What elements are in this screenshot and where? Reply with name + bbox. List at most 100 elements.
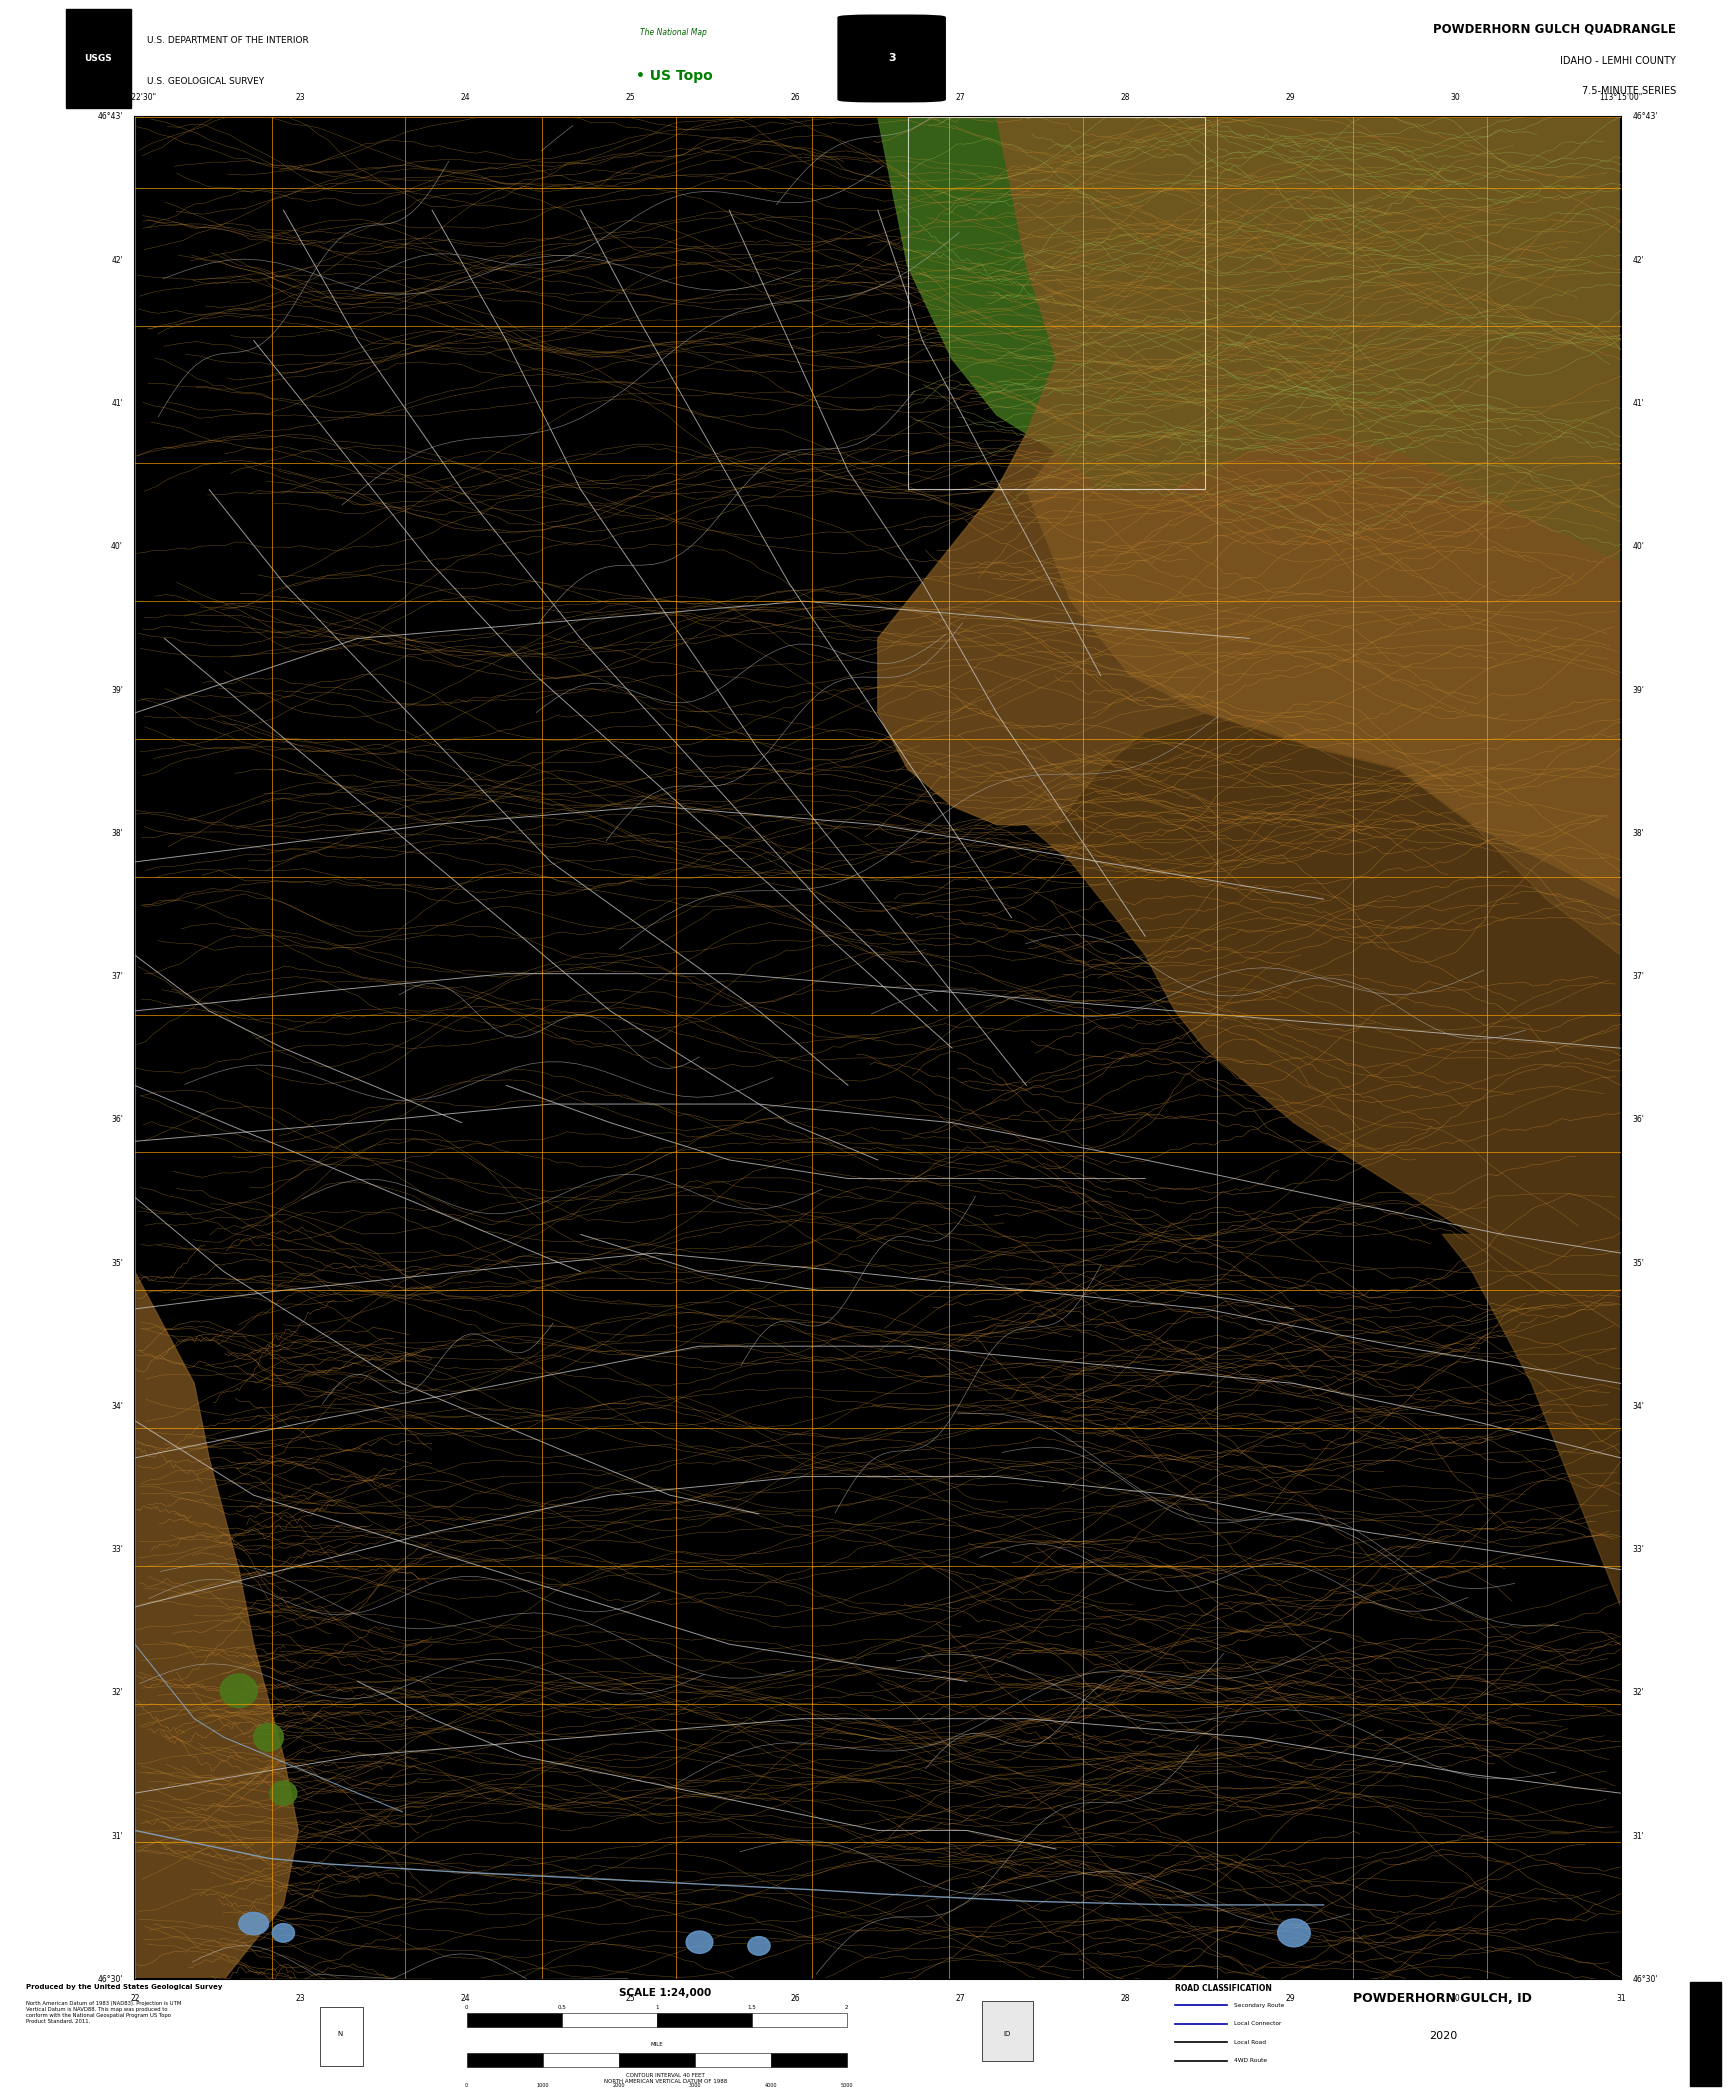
Text: 41': 41' xyxy=(111,399,123,407)
Text: 3000: 3000 xyxy=(688,2082,702,2088)
Bar xyxy=(320,2007,363,2067)
Bar xyxy=(982,2000,1033,2061)
Bar xyxy=(467,2013,562,2027)
Bar xyxy=(66,8,131,109)
Text: 33': 33' xyxy=(111,1545,123,1553)
Text: 37': 37' xyxy=(111,973,123,981)
Ellipse shape xyxy=(254,1723,283,1752)
Text: 0: 0 xyxy=(465,2082,468,2088)
Text: • US Topo: • US Topo xyxy=(636,69,712,84)
Text: N: N xyxy=(337,2032,344,2036)
Text: 29: 29 xyxy=(1286,1994,1296,2002)
Text: 30: 30 xyxy=(1452,94,1460,102)
Text: 34': 34' xyxy=(1633,1401,1645,1411)
Text: 7.5-MINUTE SERIES: 7.5-MINUTE SERIES xyxy=(1581,86,1676,96)
Text: 0.5: 0.5 xyxy=(556,2004,567,2011)
Text: 25: 25 xyxy=(626,94,634,102)
Text: 31': 31' xyxy=(1633,1831,1645,1842)
Text: U.S. DEPARTMENT OF THE INTERIOR: U.S. DEPARTMENT OF THE INTERIOR xyxy=(147,35,309,46)
Text: 4000: 4000 xyxy=(764,2082,778,2088)
Text: IDAHO - LEMHI COUNTY: IDAHO - LEMHI COUNTY xyxy=(1560,56,1676,67)
Text: 0: 0 xyxy=(465,2004,468,2011)
Bar xyxy=(562,2013,657,2027)
Text: CONTOUR INTERVAL 40 FEET
NORTH AMERICAN VERTICAL DATUM OF 1988: CONTOUR INTERVAL 40 FEET NORTH AMERICAN … xyxy=(603,2073,727,2084)
Ellipse shape xyxy=(686,1931,714,1954)
Text: 2: 2 xyxy=(845,2004,848,2011)
Bar xyxy=(1690,1982,1721,2086)
Text: 38': 38' xyxy=(111,829,123,837)
Text: ID: ID xyxy=(1004,2032,1011,2036)
Polygon shape xyxy=(135,1272,299,1979)
Bar xyxy=(695,2053,771,2067)
Text: 34': 34' xyxy=(111,1401,123,1411)
Text: 2000: 2000 xyxy=(612,2082,626,2088)
Ellipse shape xyxy=(273,1923,294,1942)
Text: 31: 31 xyxy=(1616,1994,1626,2002)
Polygon shape xyxy=(1443,1234,1621,1608)
Text: 37': 37' xyxy=(1633,973,1645,981)
Text: 46°30': 46°30' xyxy=(97,1975,123,1984)
Text: 25: 25 xyxy=(626,1994,634,2002)
Text: Produced by the United States Geological Survey: Produced by the United States Geological… xyxy=(26,1984,223,1990)
Text: POWDERHORN GULCH, ID: POWDERHORN GULCH, ID xyxy=(1353,1992,1533,2004)
Text: 36': 36' xyxy=(111,1115,123,1123)
Text: 24: 24 xyxy=(460,94,470,102)
Text: 3: 3 xyxy=(888,54,895,63)
Text: 28: 28 xyxy=(1121,94,1130,102)
Text: 113°22'30": 113°22'30" xyxy=(114,94,156,102)
Polygon shape xyxy=(878,117,1621,564)
Text: The National Map: The National Map xyxy=(641,29,707,38)
Text: 1.5: 1.5 xyxy=(746,2004,757,2011)
Text: 26: 26 xyxy=(790,94,800,102)
Polygon shape xyxy=(1026,434,1621,900)
Text: POWDERHORN GULCH QUADRANGLE: POWDERHORN GULCH QUADRANGLE xyxy=(1433,23,1676,35)
Text: U.S. GEOLOGICAL SURVEY: U.S. GEOLOGICAL SURVEY xyxy=(147,77,264,86)
Text: 35': 35' xyxy=(1633,1259,1645,1267)
Text: 39': 39' xyxy=(1633,685,1645,695)
Text: 23: 23 xyxy=(295,1994,304,2002)
Text: ROAD CLASSIFICATION: ROAD CLASSIFICATION xyxy=(1175,1984,1272,1992)
Polygon shape xyxy=(878,117,1621,954)
Text: Secondary Route: Secondary Route xyxy=(1234,2002,1284,2009)
Bar xyxy=(657,2013,752,2027)
Text: 1: 1 xyxy=(655,2004,658,2011)
Ellipse shape xyxy=(238,1913,268,1936)
Text: 24: 24 xyxy=(460,1994,470,2002)
Text: 1000: 1000 xyxy=(536,2082,550,2088)
Bar xyxy=(771,2053,847,2067)
Text: 5000: 5000 xyxy=(840,2082,854,2088)
Text: Local Connector: Local Connector xyxy=(1234,2021,1280,2027)
Text: 46°43': 46°43' xyxy=(97,113,123,121)
Text: SCALE 1:24,000: SCALE 1:24,000 xyxy=(619,1988,712,1998)
Text: 30: 30 xyxy=(1452,1994,1460,2002)
Bar xyxy=(619,2053,695,2067)
Ellipse shape xyxy=(219,1675,257,1708)
Text: North American Datum of 1983 (NAD83). Projection is UTM
Vertical Datum is NAVD88: North American Datum of 1983 (NAD83). Pr… xyxy=(26,2000,181,2023)
Bar xyxy=(467,2053,543,2067)
Text: 2020: 2020 xyxy=(1429,2032,1457,2040)
Text: 28: 28 xyxy=(1121,1994,1130,2002)
Text: 22: 22 xyxy=(130,1994,140,2002)
Text: 46°30': 46°30' xyxy=(1633,1975,1659,1984)
Text: 42': 42' xyxy=(111,255,123,265)
Text: 36': 36' xyxy=(1633,1115,1645,1123)
Text: 33': 33' xyxy=(1633,1545,1645,1553)
Ellipse shape xyxy=(1277,1919,1310,1946)
Text: MILE: MILE xyxy=(650,2042,664,2048)
Text: 27: 27 xyxy=(956,94,966,102)
Polygon shape xyxy=(1026,712,1621,1328)
Text: 29: 29 xyxy=(1286,94,1296,102)
Text: 39': 39' xyxy=(111,685,123,695)
Text: 32': 32' xyxy=(111,1689,123,1698)
Text: 35': 35' xyxy=(111,1259,123,1267)
Text: 31': 31' xyxy=(111,1831,123,1842)
Bar xyxy=(752,2013,847,2027)
Text: 42': 42' xyxy=(1633,255,1645,265)
Ellipse shape xyxy=(748,1936,771,1954)
Text: 26: 26 xyxy=(790,1994,800,2002)
Text: 27: 27 xyxy=(956,1994,966,2002)
Text: 38': 38' xyxy=(1633,829,1645,837)
Text: 40': 40' xyxy=(111,543,123,551)
Text: 40': 40' xyxy=(1633,543,1645,551)
Text: 4WD Route: 4WD Route xyxy=(1234,2059,1267,2063)
